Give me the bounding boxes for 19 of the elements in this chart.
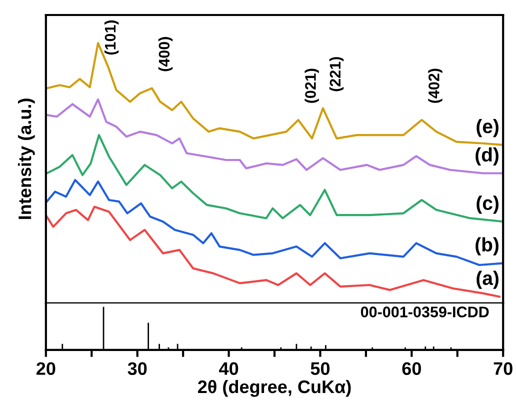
annotation: 00-001-0359-ICDD (360, 306, 489, 318)
annotation: (402) (428, 68, 442, 103)
annotation: (221) (329, 57, 344, 92)
x-tick-label: 50 (310, 362, 330, 375)
x-tick-label: 20 (36, 362, 56, 375)
series-label: (d) (476, 147, 498, 166)
series-label: (c) (476, 196, 498, 214)
series-label: (a) (476, 270, 498, 289)
x-tick-label: 30 (128, 362, 147, 376)
x-axis-title: 2θ (degree, CuKα) (198, 380, 351, 397)
x-tick-label: 70 (494, 362, 512, 375)
series-label: (e) (476, 119, 498, 138)
x-tick-label: 40 (219, 362, 238, 375)
annotation: (101) (104, 20, 119, 55)
x-tick-label: 60 (402, 362, 421, 375)
y-axis-title: Intensity (a.u.) (18, 98, 35, 219)
annotation: (400) (158, 37, 173, 72)
annotation: (021) (304, 68, 319, 103)
series-label: (b) (476, 237, 498, 256)
